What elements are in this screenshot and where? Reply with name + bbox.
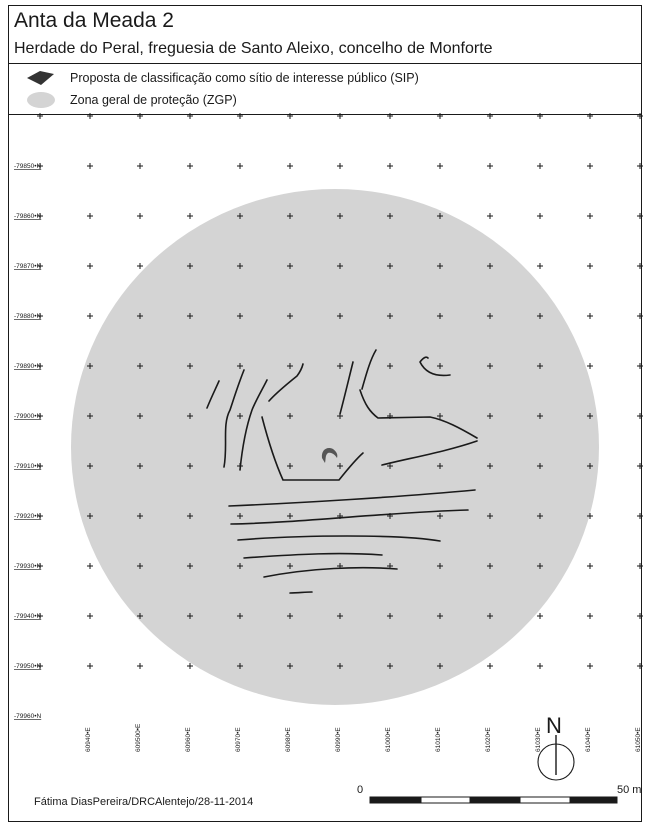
- northing-label: -79910•N: [14, 463, 42, 470]
- contour-line: [223, 369, 245, 468]
- scale-start-label: 0: [357, 784, 364, 796]
- easting-label: 60990•E: [335, 727, 342, 752]
- contour-line: [261, 416, 364, 481]
- legend-item-sip: Proposta de classificação como sítio de …: [26, 68, 419, 88]
- grid-crosses: [37, 113, 643, 669]
- contour-line: [237, 535, 441, 542]
- contour-line: [419, 356, 451, 377]
- northing-label: -79880•N: [14, 313, 42, 320]
- easting-label: 61040•E: [585, 727, 592, 752]
- contour-line: [339, 361, 354, 415]
- easting-label: 60970•E: [235, 727, 242, 752]
- easting-label: 609500•E: [135, 723, 142, 752]
- contour-line: [243, 552, 383, 559]
- northing-label: -79950•N: [14, 663, 42, 670]
- northing-label: -79960•N: [14, 713, 42, 720]
- contour-line: [206, 380, 220, 409]
- northing-label: -79940•N: [14, 613, 42, 620]
- contour-line: [268, 363, 304, 402]
- legend-label-zgp: Zona geral de proteção (ZGP): [70, 93, 237, 107]
- contour-line: [239, 379, 268, 471]
- easting-labels: 60940•E 609500•E 60960•E 60970•E 60980•E 6099…: [85, 723, 642, 752]
- northing-label: -79850•N: [14, 163, 42, 170]
- north-arrow-icon: [537, 735, 575, 781]
- northing-label: -79930•N: [14, 563, 42, 570]
- zgp-zone: [71, 189, 599, 705]
- contour-line: [289, 591, 313, 594]
- easting-label: 61020•E: [485, 727, 492, 752]
- contour-lines: [206, 349, 478, 594]
- northing-label: -79900•N: [14, 413, 42, 420]
- contour-line: [381, 440, 478, 466]
- sip-monument: [321, 448, 338, 463]
- map-credit: Fátima DiasPereira/DRCAlentejo/28-11-201…: [34, 796, 254, 808]
- map-title: Anta da Meada 2: [14, 9, 174, 32]
- scale-bar: [369, 796, 618, 804]
- map-subtitle: Herdade do Peral, freguesia de Santo Ale…: [14, 40, 493, 57]
- northing-labels: -79850•N -79860•N -79870•N -79880•N -79890•N…: [14, 163, 42, 720]
- legend-item-zgp: Zona geral de proteção (ZGP): [26, 90, 237, 110]
- easting-label: 61050•E: [635, 727, 642, 752]
- circle-swatch-icon: [27, 92, 55, 108]
- easting-label: 60940•E: [85, 727, 92, 752]
- northing-label: -79860•N: [14, 213, 42, 220]
- contour-line: [359, 389, 478, 439]
- easting-label: 60980•E: [285, 727, 292, 752]
- diamond-icon: [27, 71, 54, 85]
- header-divider: [8, 63, 642, 64]
- easting-label: 61010•E: [435, 727, 442, 752]
- scale-end-label: 50 m: [617, 784, 642, 796]
- map-frame: [8, 5, 642, 822]
- contour-line: [361, 349, 377, 390]
- north-label: N: [546, 713, 562, 738]
- northing-label: -79890•N: [14, 363, 42, 370]
- easting-label: 61000•E: [385, 727, 392, 752]
- northing-label: -79920•N: [14, 513, 42, 520]
- northing-label: -79870•N: [14, 263, 42, 270]
- legend-divider: [8, 114, 642, 115]
- easting-label: 60960•E: [185, 727, 192, 752]
- contour-line: [230, 509, 469, 525]
- contour-line: [263, 566, 398, 578]
- legend-label-sip: Proposta de classificação como sítio de …: [70, 71, 419, 85]
- easting-label: 61030•E: [535, 727, 542, 752]
- contour-line: [228, 489, 476, 507]
